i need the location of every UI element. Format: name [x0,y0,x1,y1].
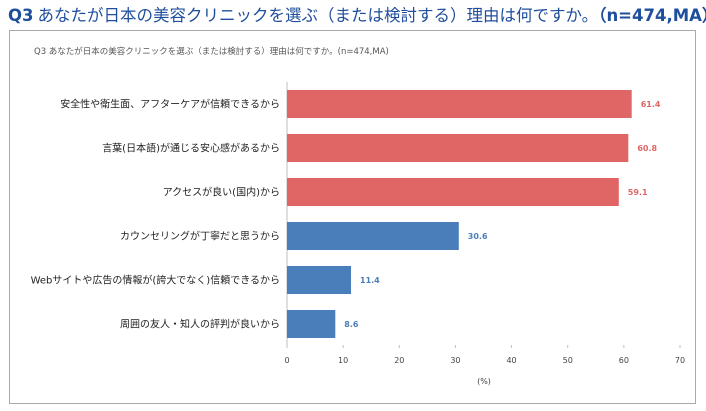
question-text: あなたが日本の美容クリニックを選ぶ（または検討する）理由は何ですか。 [37,6,599,25]
bar [287,178,619,206]
x-tick-label: 50 [563,356,573,365]
category-label: 安全性や衛生面、アフターケアが信頼できるから [60,98,280,111]
bar [287,310,336,338]
category-label: カウンセリングが丁寧だと思うから [120,230,280,243]
question-heading: Q3 あなたが日本の美容クリニックを選ぶ（または検討する）理由は何ですか。（n=4… [8,3,706,29]
value-label: 11.4 [360,276,380,285]
bar [287,266,351,294]
x-axis-unit-label: (%) [477,377,491,386]
x-tick-label: 0 [284,356,289,365]
x-tick-label: 40 [506,356,516,365]
category-label: アクセスが良い(国内)から [163,186,280,199]
x-tick-label: 20 [394,356,404,365]
category-label: Webサイトや広告の情報が(誇大でなく)信頼できるから [31,274,280,287]
x-tick-label: 30 [450,356,460,365]
value-label: 8.6 [344,320,359,329]
sample-size: （n=474,MA） [598,6,706,25]
value-label: 60.8 [637,144,657,153]
category-label: 言葉(日本語)が通じる安心感があるから [102,142,280,155]
value-label: 30.6 [468,232,488,241]
chart-title: Q3 あなたが日本の美容クリニックを選ぶ（または検討する）理由は何ですか。(n=… [34,47,389,57]
value-label: 59.1 [628,188,648,197]
bar [287,222,459,250]
x-tick-label: 10 [338,356,348,365]
bar [287,134,629,162]
x-tick-label: 60 [619,356,629,365]
category-label: 周囲の友人・知人の評判が良いから [120,318,280,331]
question-number: Q3 [8,6,34,25]
bar [287,90,632,118]
x-tick-label: 70 [675,356,685,365]
value-label: 61.4 [641,100,661,109]
